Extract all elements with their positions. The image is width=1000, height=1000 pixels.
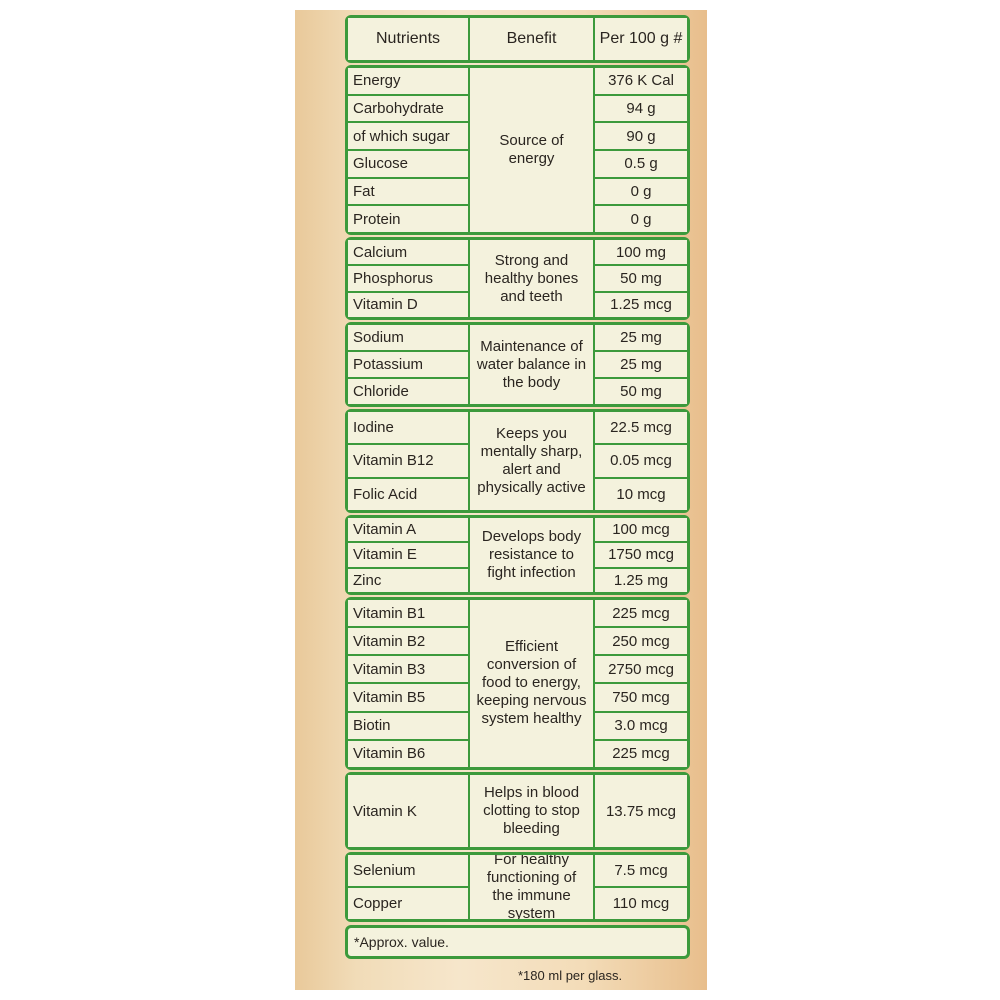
nutrient-name: Fat <box>348 178 468 205</box>
nutrient-name: Selenium <box>348 855 468 886</box>
nutrient-name: Vitamin B6 <box>348 740 468 767</box>
nutrient-amount: 90 g <box>595 123 687 149</box>
nutrient-group: Energy 376 K Cal Carbohydrate 94 g of which … <box>345 65 690 235</box>
nutrient-name: Sodium <box>348 325 468 350</box>
nutrient-amount: 50 mg <box>595 379 687 404</box>
nutrient-name: Folic Acid <box>348 478 468 510</box>
nutrient-group: Selenium 7.5 mcg Copper 110 mcg For healthy … <box>345 852 690 922</box>
nutrient-amount: 25 mg <box>595 352 687 377</box>
nutrient-amount: 0 g <box>595 178 687 205</box>
nutrient-name: Phosphorus <box>348 266 468 291</box>
nutrient-name: Biotin <box>348 712 468 739</box>
nutrient-group: Iodine 22.5 mcg Vitamin B12 0.05 mcg Folic A… <box>345 409 690 513</box>
benefit: Keeps you mentally sharp, alert and phys… <box>470 412 593 510</box>
nutrient-name: Vitamin B1 <box>348 600 468 627</box>
nutrient-name: Vitamin K <box>348 775 468 847</box>
table-header: Nutrients Benefit Per 100 g # <box>345 15 690 63</box>
footnote: *Approx. value. <box>345 925 690 959</box>
nutrient-name: Vitamin B3 <box>348 656 468 683</box>
nutrient-name: Vitamin B12 <box>348 445 468 477</box>
nutrient-name: Calcium <box>348 240 468 265</box>
nutrient-amount: 250 mcg <box>595 628 687 655</box>
nutrient-name: Glucose <box>348 150 468 177</box>
nutrient-amount: 22.5 mcg <box>595 412 687 444</box>
nutrient-amount: 0 g <box>595 206 687 232</box>
nutrient-amount: 7.5 mcg <box>595 855 687 886</box>
nutrient-amount: 1750 mcg <box>595 543 687 567</box>
nutrient-amount: 100 mg <box>595 240 687 265</box>
nutrient-amount: 25 mg <box>595 325 687 350</box>
header-cell: Per 100 g # <box>595 18 687 60</box>
nutrient-amount: 0.5 g <box>595 150 687 177</box>
nutrient-name: Iodine <box>348 412 468 444</box>
nutrient-name: Vitamin A <box>348 518 468 542</box>
benefit: For healthy functioning of the immune sy… <box>470 855 593 919</box>
nutrient-amount: 1.25 mcg <box>595 292 687 317</box>
nutrient-group: Vitamin B1 225 mcg Vitamin B2 250 mcg Vitami… <box>345 597 690 770</box>
nutrient-name: Chloride <box>348 379 468 404</box>
nutrient-amount: 94 g <box>595 95 687 122</box>
nutrient-group: Vitamin A 100 mcg Vitamin E 1750 mcg Zinc 1.2… <box>345 515 690 595</box>
header-cell: Benefit <box>470 18 593 60</box>
benefit: Maintenance of water balance in the body <box>470 325 593 404</box>
serving-note: *180 ml per glass. <box>518 968 623 983</box>
nutrient-name: Carbohydrate <box>348 95 468 122</box>
nutrient-amount: 100 mcg <box>595 518 687 542</box>
benefit: Develops body resistance to fight infect… <box>470 518 593 592</box>
nutrient-amount: 13.75 mcg <box>595 775 687 847</box>
nutrient-name: of which sugar <box>348 123 468 149</box>
nutrient-name: Protein <box>348 206 468 232</box>
benefit: Strong and healthy bones and teeth <box>470 240 593 317</box>
nutrient-amount: 1.25 mg <box>595 568 687 592</box>
benefit: Source of energy <box>470 68 593 232</box>
benefit: Efficient conversion of food to energy, … <box>470 600 593 767</box>
nutrient-name: Vitamin B2 <box>348 628 468 655</box>
nutrient-name: Copper <box>348 888 468 919</box>
nutrient-amount: 110 mcg <box>595 888 687 919</box>
nutrient-group: Calcium 100 mg Phosphorus 50 mg Vitamin D 1.2… <box>345 237 690 320</box>
nutrient-name: Vitamin E <box>348 543 468 567</box>
nutrient-name: Zinc <box>348 568 468 592</box>
nutrient-amount: 225 mcg <box>595 600 687 627</box>
nutrient-name: Energy <box>348 68 468 94</box>
nutrient-amount: 376 K Cal <box>595 68 687 94</box>
benefit: Helps in blood clotting to stop bleeding <box>470 775 593 847</box>
header-cell: Nutrients <box>348 18 468 60</box>
nutrient-amount: 2750 mcg <box>595 656 687 683</box>
nutrient-amount: 750 mcg <box>595 684 687 711</box>
nutrient-name: Potassium <box>348 352 468 377</box>
nutrient-name: Vitamin B5 <box>348 684 468 711</box>
nutrient-group: Vitamin K 13.75 mcg Helps in blood clottin… <box>345 772 690 850</box>
nutrient-group: Sodium 25 mg Potassium 25 mg Chloride 50 mg Ma… <box>345 322 690 407</box>
nutrient-amount: 0.05 mcg <box>595 445 687 477</box>
nutrient-amount: 10 mcg <box>595 478 687 510</box>
nutrient-amount: 50 mg <box>595 266 687 291</box>
nutrient-name: Vitamin D <box>348 292 468 317</box>
nutrient-amount: 225 mcg <box>595 740 687 767</box>
nutrient-amount: 3.0 mcg <box>595 712 687 739</box>
